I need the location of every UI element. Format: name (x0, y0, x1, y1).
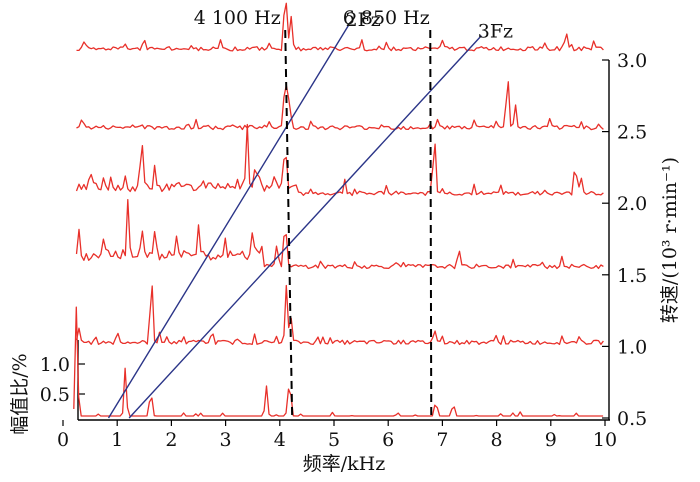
order-line-label-3Fz: 3Fz (478, 21, 513, 43)
x-tick-label-6: 6 (382, 429, 394, 451)
amplitude-axis-label: 幅值比/% (9, 353, 31, 434)
trace-3 (76, 2, 604, 52)
x-tick-label-5: 5 (328, 429, 340, 451)
amplitude-ticks: 0.51.0 (40, 354, 85, 406)
y-tick-label-0: 0.5 (617, 408, 647, 430)
marker-line-1 (429, 29, 433, 421)
order-lines: 2Fz 3Fz (107, 9, 513, 419)
speed-ticks: 0.5 1.0 1.5 2.0 2.5 3.0 (602, 50, 647, 430)
x-tick-label-9: 9 (545, 429, 557, 451)
x-tick-label-2: 2 (165, 429, 177, 451)
right-axis-label: 转速/(10³ r·min⁻¹) (659, 157, 681, 323)
trace-1.5 (75, 198, 604, 270)
y-tick-label-3: 2.0 (617, 193, 647, 215)
trace-1 (75, 284, 604, 346)
x-tick-label-1: 1 (111, 429, 123, 451)
axes (77, 60, 610, 421)
y-tick-label-4: 2.5 (617, 122, 647, 144)
y-tick-label-1: 1.0 (617, 336, 647, 358)
x-tick-label-3: 3 (220, 429, 232, 451)
amplitude-tick-label-0: 0.5 (40, 384, 70, 406)
trace-0.5 (73, 306, 604, 417)
frequency-ticks: 0 1 2 3 4 5 6 7 8 9 10 (57, 420, 617, 451)
order-line-2Fz (107, 23, 350, 419)
frequency-markers: 4 100 Hz 6 850 Hz (194, 7, 433, 421)
spectrum-traces (73, 2, 604, 417)
order-line-3Fz (128, 35, 482, 419)
y-tick-label-5: 3.0 (617, 50, 647, 72)
y-tick-label-2: 1.5 (617, 265, 647, 287)
x-tick-label-10: 10 (593, 429, 617, 451)
marker-line-0 (284, 29, 294, 421)
x-tick-label-0: 0 (57, 429, 69, 451)
order-line-label-2Fz: 2Fz (346, 9, 381, 31)
amplitude-tick-label-1: 1.0 (40, 354, 70, 376)
x-axis-label: 频率/kHz (303, 453, 386, 475)
marker-label-0: 4 100 Hz (194, 7, 281, 29)
x-tick-label-4: 4 (274, 429, 286, 451)
trace-2.5 (76, 81, 604, 131)
x-tick-label-8: 8 (491, 429, 503, 451)
x-tick-label-7: 7 (436, 429, 448, 451)
trace-2 (75, 123, 604, 197)
marker-label-1: 6 850 Hz (343, 7, 430, 29)
